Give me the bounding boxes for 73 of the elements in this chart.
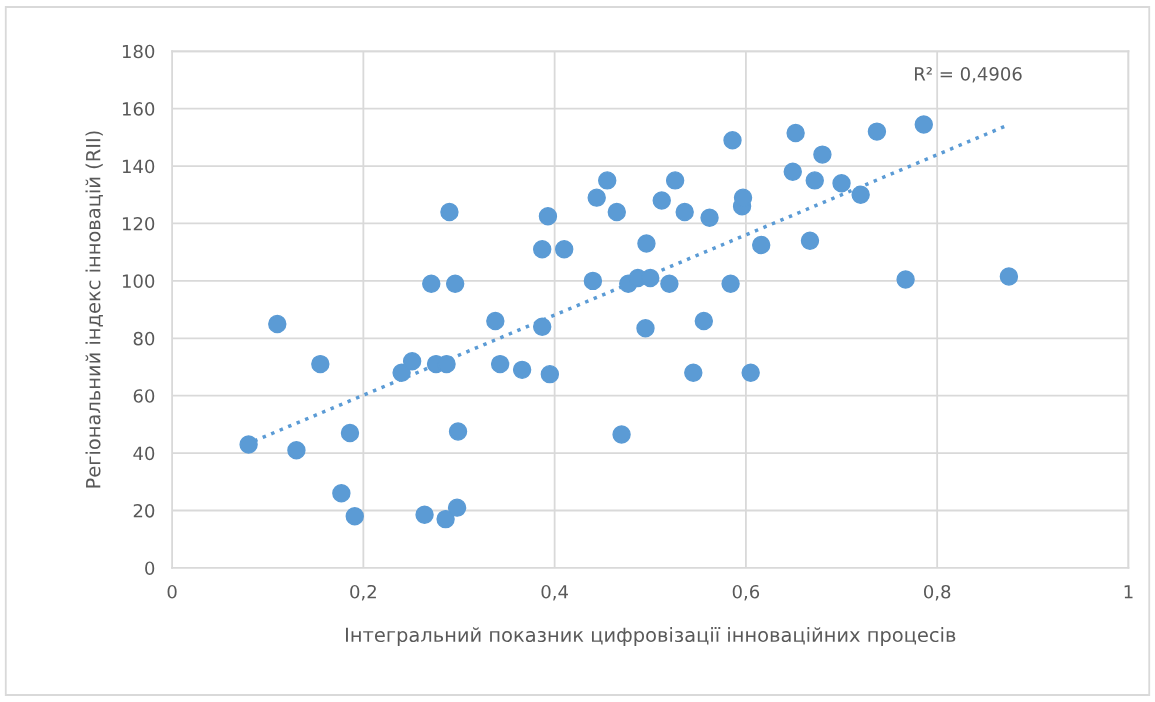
point	[486, 311, 505, 331]
point	[612, 425, 631, 444]
y-tick-label: 0	[145, 561, 155, 576]
point	[721, 274, 740, 293]
point	[540, 364, 560, 384]
point	[532, 317, 552, 337]
x-tick-label: 0,2	[350, 584, 376, 601]
point	[723, 131, 742, 150]
point	[448, 422, 468, 441]
annotation: R² = 0,4906	[915, 67, 1022, 83]
x-tick-label: 0,4	[541, 584, 568, 601]
point	[532, 240, 552, 259]
point	[332, 484, 351, 503]
y-tick-label: 160	[122, 102, 155, 116]
x-axis-title: Інтегральний показник цифровізації інноваційних процесів	[346, 627, 956, 646]
point	[445, 274, 465, 293]
point	[607, 202, 626, 222]
point	[914, 115, 933, 134]
point	[490, 354, 510, 374]
point	[415, 505, 434, 525]
point	[652, 191, 671, 210]
point	[447, 498, 467, 517]
point	[554, 240, 574, 259]
point	[402, 352, 422, 371]
x-tick-label: 0	[167, 584, 177, 599]
point	[583, 271, 603, 291]
point	[392, 363, 411, 382]
point	[805, 171, 824, 190]
point	[239, 435, 258, 454]
point	[268, 314, 287, 334]
point	[786, 123, 805, 143]
point	[345, 507, 364, 526]
point	[287, 441, 306, 460]
point	[422, 274, 441, 293]
point	[598, 171, 617, 190]
y-axis-title: Регіональний індекс інновацій (RII)	[85, 131, 103, 488]
y-tick-label: 20	[133, 503, 155, 518]
point	[660, 274, 679, 293]
point	[311, 354, 330, 374]
point	[436, 509, 455, 529]
point	[636, 319, 655, 338]
point	[440, 202, 459, 222]
y-tick-label: 60	[133, 389, 155, 403]
point	[675, 202, 694, 222]
point	[340, 423, 360, 443]
point	[783, 162, 802, 182]
point	[832, 174, 851, 193]
x-tick-label: 0,6	[732, 584, 760, 601]
y-tick-label: 180	[122, 44, 155, 59]
point	[684, 363, 703, 382]
point	[800, 231, 820, 250]
y-tick-label: 40	[133, 446, 155, 461]
point	[512, 360, 532, 380]
point	[641, 268, 660, 288]
y-tick-label: 80	[133, 331, 155, 346]
point	[867, 122, 887, 141]
point	[851, 185, 870, 204]
point	[587, 188, 606, 207]
point	[665, 171, 685, 190]
point	[751, 235, 771, 255]
point	[813, 145, 832, 164]
point	[999, 267, 1019, 286]
x-tick-label: 0,8	[924, 584, 951, 601]
point	[896, 270, 915, 289]
point	[741, 363, 760, 382]
x-tick-label: 1	[1124, 585, 1133, 599]
y-tick-label: 140	[122, 159, 155, 174]
point	[538, 207, 558, 226]
point	[700, 208, 719, 227]
y-tick-label: 100	[122, 274, 155, 288]
point	[637, 234, 656, 253]
y-tick-label: 120	[122, 216, 155, 231]
point	[694, 311, 714, 331]
